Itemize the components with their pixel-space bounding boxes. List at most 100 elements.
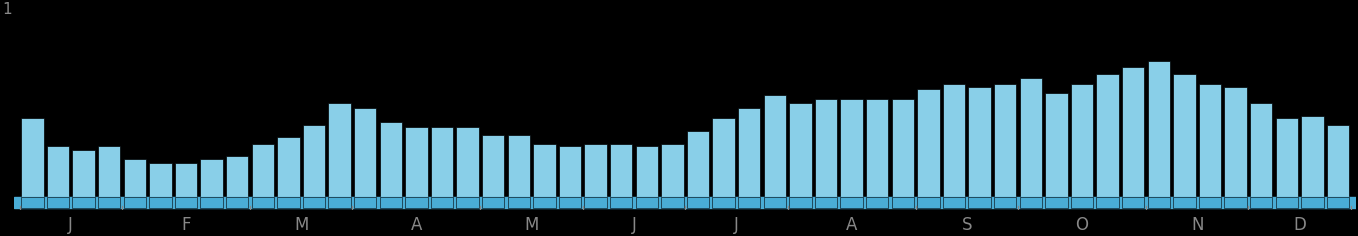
Bar bbox=[149, 197, 171, 207]
Bar bbox=[124, 197, 147, 207]
Bar bbox=[737, 197, 760, 207]
Bar bbox=[1327, 125, 1350, 197]
Bar bbox=[917, 197, 940, 207]
Bar bbox=[968, 88, 991, 197]
Bar bbox=[1046, 93, 1067, 197]
Bar bbox=[354, 108, 376, 197]
Bar bbox=[841, 197, 862, 207]
Bar bbox=[225, 197, 249, 207]
Bar bbox=[72, 150, 95, 197]
Bar bbox=[1275, 197, 1298, 207]
Bar bbox=[1122, 67, 1145, 197]
Bar bbox=[994, 84, 1017, 197]
Bar bbox=[15, 197, 1355, 207]
Bar bbox=[713, 118, 735, 197]
Bar bbox=[1301, 197, 1324, 207]
Bar bbox=[1249, 197, 1272, 207]
Bar bbox=[1199, 197, 1221, 207]
Bar bbox=[277, 197, 300, 207]
Bar bbox=[379, 197, 402, 207]
Bar bbox=[329, 197, 350, 207]
Bar bbox=[456, 127, 479, 197]
Bar bbox=[534, 144, 555, 197]
Bar bbox=[1020, 197, 1042, 207]
Bar bbox=[636, 197, 659, 207]
Bar bbox=[942, 84, 966, 197]
Bar bbox=[789, 103, 812, 197]
Bar bbox=[968, 197, 991, 207]
Bar bbox=[1225, 197, 1247, 207]
Bar bbox=[1148, 197, 1171, 207]
Bar bbox=[456, 197, 479, 207]
Bar bbox=[354, 197, 376, 207]
Bar bbox=[22, 118, 43, 197]
Bar bbox=[175, 163, 197, 197]
Bar bbox=[98, 197, 121, 207]
Bar bbox=[763, 197, 786, 207]
Bar bbox=[815, 99, 838, 197]
Bar bbox=[584, 144, 607, 197]
Bar bbox=[1275, 118, 1298, 197]
Bar bbox=[329, 103, 350, 197]
Bar bbox=[124, 159, 147, 197]
Bar bbox=[1327, 197, 1350, 207]
Bar bbox=[482, 135, 504, 197]
Bar bbox=[610, 144, 633, 197]
Bar bbox=[405, 197, 428, 207]
Bar bbox=[201, 197, 223, 207]
Bar bbox=[1070, 197, 1093, 207]
Bar bbox=[379, 122, 402, 197]
Bar bbox=[98, 146, 121, 197]
Bar bbox=[687, 197, 709, 207]
Bar bbox=[942, 197, 966, 207]
Bar bbox=[175, 197, 197, 207]
Bar bbox=[1173, 74, 1195, 197]
Bar bbox=[841, 99, 862, 197]
Bar bbox=[610, 197, 633, 207]
Bar bbox=[46, 146, 69, 197]
Bar bbox=[277, 137, 300, 197]
Bar bbox=[430, 197, 454, 207]
Bar bbox=[1096, 197, 1119, 207]
Bar bbox=[687, 131, 709, 197]
Bar bbox=[763, 95, 786, 197]
Bar bbox=[72, 197, 95, 207]
Bar bbox=[149, 163, 171, 197]
Bar bbox=[508, 197, 530, 207]
Bar bbox=[1301, 116, 1324, 197]
Bar bbox=[508, 135, 530, 197]
Bar bbox=[303, 125, 326, 197]
Bar bbox=[584, 197, 607, 207]
Bar bbox=[303, 197, 326, 207]
Bar bbox=[558, 197, 581, 207]
Bar bbox=[430, 127, 454, 197]
Bar bbox=[225, 156, 249, 197]
Bar bbox=[482, 197, 504, 207]
Bar bbox=[1122, 197, 1145, 207]
Bar bbox=[1020, 78, 1042, 197]
Bar bbox=[1070, 84, 1093, 197]
Bar bbox=[1046, 197, 1067, 207]
Bar bbox=[534, 197, 555, 207]
Bar bbox=[815, 197, 838, 207]
Bar bbox=[713, 197, 735, 207]
Bar bbox=[201, 159, 223, 197]
Bar bbox=[789, 197, 812, 207]
Bar bbox=[1225, 88, 1247, 197]
Bar bbox=[636, 146, 659, 197]
Bar bbox=[737, 108, 760, 197]
Bar bbox=[892, 99, 914, 197]
Bar bbox=[558, 146, 581, 197]
Bar bbox=[1148, 61, 1171, 197]
Bar bbox=[1199, 84, 1221, 197]
Bar bbox=[251, 197, 274, 207]
Bar bbox=[661, 144, 683, 197]
Bar bbox=[994, 197, 1017, 207]
Bar bbox=[917, 89, 940, 197]
Bar bbox=[46, 197, 69, 207]
Bar bbox=[22, 197, 43, 207]
Bar bbox=[892, 197, 914, 207]
Bar bbox=[661, 197, 683, 207]
Bar bbox=[866, 99, 888, 197]
Bar bbox=[866, 197, 888, 207]
